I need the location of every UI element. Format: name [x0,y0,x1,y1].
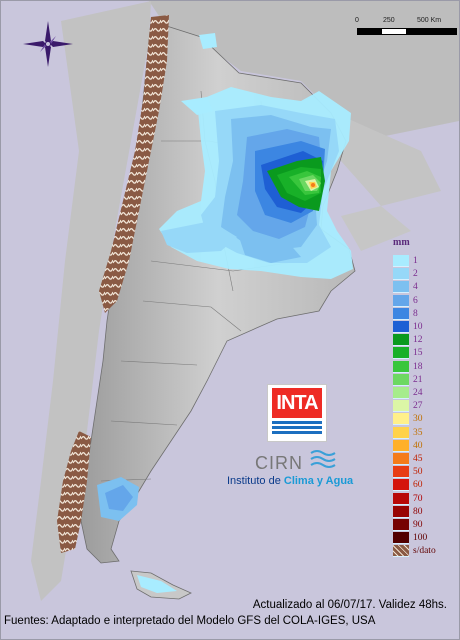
legend-item: s/dato [393,545,453,558]
legend-label: 21 [413,374,423,385]
legend-label: 8 [413,308,418,319]
legend-item: 45 [393,453,453,465]
legend-item: 21 [393,373,453,386]
legend-swatch [393,453,409,465]
legend-label: 35 [413,427,423,438]
legend-swatch [393,373,409,386]
legend-item: 15 [393,347,453,360]
legend-item: 40 [393,439,453,452]
legend-swatch [393,479,409,492]
legend-item: 4 [393,281,453,294]
legend-label: 6 [413,295,418,306]
legend-label: 50 [413,467,423,478]
legend-item: 1 [393,255,453,267]
neighbor-land [31,1,459,601]
legend-item: 70 [393,492,453,505]
legend-item: 90 [393,519,453,531]
scale-tick-500: 500 Km [417,17,442,24]
legend-swatch [393,255,409,267]
legend-swatch [393,321,409,333]
legend-swatch [393,400,409,413]
legend-item: 24 [393,387,453,399]
water-waves-icon [310,450,336,468]
legend-item: 8 [393,307,453,320]
legend-label: 24 [413,388,423,398]
legend-swatch [393,281,409,294]
legend-item: 10 [393,321,453,333]
legend-swatch [393,360,409,373]
updated-caption: Actualizado al 06/07/17. Validez 48hs. [252,599,447,611]
legend-unit: mm [393,237,410,248]
legend-swatch [393,466,409,479]
precipitation-field [97,33,353,593]
instituto-clima-agua-text: Instituto de Clima y Agua [227,475,353,487]
legend-label: 60 [413,480,423,491]
legend-item: 6 [393,294,453,307]
legend-label: 90 [413,520,423,530]
legend-label: 2 [413,269,418,280]
legend-label: 4 [413,282,418,293]
legend-item: 80 [393,505,453,518]
legend-label: 27 [413,401,423,412]
legend-item: 2 [393,268,453,281]
scale-bar-graphic [357,28,457,35]
legend-item: 18 [393,360,453,373]
legend-label: s/dato [413,546,436,557]
instituto-highlight: Clima y Agua [283,475,354,487]
legend-swatch [393,268,409,281]
legend-item: 50 [393,466,453,479]
sources-caption: Fuentes: Adaptado e interpretado del Mod… [4,615,376,627]
compass-rose-icon [23,21,73,67]
legend-swatch [393,545,409,558]
legend-swatch [393,307,409,320]
legend-item: 35 [393,426,453,439]
legend-label: 40 [413,440,423,451]
legend-swatch [393,505,409,518]
legend-label: 70 [413,493,423,504]
inta-logo-text: INTA [272,388,322,418]
legend-label: 18 [413,361,423,372]
legend-item: 30 [393,413,453,426]
legend-swatch [393,294,409,307]
legend-swatch [393,439,409,452]
legend-swatch [393,387,409,399]
legend-label: 100 [413,533,428,544]
no-data-areas [57,15,169,553]
legend-label: 12 [413,335,423,346]
legend-label: 1 [413,256,418,266]
inta-logo: INTA [267,384,327,442]
legend-label: 30 [413,414,423,425]
instituto-prefix: Instituto de [227,475,284,487]
legend-swatch [393,426,409,439]
legend-label: 45 [413,454,423,464]
cirn-logo-text: CIRN [255,453,303,473]
legend-item: 100 [393,532,453,545]
legend-swatch [393,519,409,531]
legend-swatch [393,413,409,426]
legend-item: 12 [393,334,453,347]
legend-label: 80 [413,506,423,517]
legend-label: 15 [413,348,423,359]
legend-swatch [393,532,409,545]
legend-swatch [393,492,409,505]
scale-tick-250: 250 [383,17,395,24]
legend-item: 60 [393,479,453,492]
legend-item: 27 [393,400,453,413]
scale-tick-0: 0 [355,17,359,24]
legend-label: 10 [413,322,423,332]
legend-swatch [393,347,409,360]
legend-swatch [393,334,409,347]
